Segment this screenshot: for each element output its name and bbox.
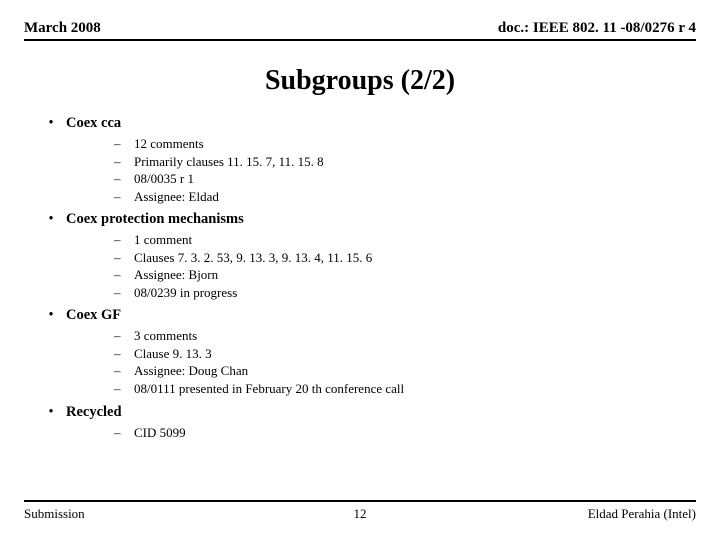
list-item-text: 12 comments: [134, 135, 204, 153]
list-item: –Primarily clauses 11. 15. 7, 11. 15. 8: [114, 153, 672, 171]
slide-footer: Submission 12 Eldad Perahia (Intel): [24, 500, 696, 522]
footer-page-number: 12: [354, 506, 367, 522]
slide-content: • Coex cca –12 comments –Primarily claus…: [0, 115, 720, 441]
list-item: –08/0239 in progress: [114, 284, 672, 302]
list-item: –08/0035 r 1: [114, 170, 672, 188]
dash-icon: –: [114, 424, 134, 442]
dash-icon: –: [114, 380, 134, 398]
list-item: –Clause 9. 13. 3: [114, 345, 672, 363]
slide-title: Subgroups (2/2): [0, 65, 720, 97]
dash-icon: –: [114, 170, 134, 188]
list-item-text: Assignee: Bjorn: [134, 266, 218, 284]
list-item-text: Clause 9. 13. 3: [134, 345, 212, 363]
list-item-text: CID 5099: [134, 424, 186, 442]
footer-left: Submission: [24, 506, 85, 522]
dash-icon: –: [114, 345, 134, 363]
list-item: –08/0111 presented in February 20 th con…: [114, 380, 672, 398]
group-heading: Coex protection mechanisms: [66, 211, 244, 228]
slide-header: March 2008 doc.: IEEE 802. 11 -08/0276 r…: [0, 0, 720, 41]
list-item-text: 08/0239 in progress: [134, 284, 237, 302]
list-item: –Assignee: Bjorn: [114, 266, 672, 284]
group-recycled: • Recycled –CID 5099: [36, 404, 672, 442]
list-item-text: 3 comments: [134, 327, 197, 345]
header-date: March 2008: [24, 20, 101, 37]
list-item-text: 08/0035 r 1: [134, 170, 194, 188]
dash-icon: –: [114, 249, 134, 267]
list-item-text: Primarily clauses 11. 15. 7, 11. 15. 8: [134, 153, 324, 171]
list-item: –Assignee: Eldad: [114, 188, 672, 206]
bullet-icon: •: [36, 307, 66, 324]
list-item-text: Assignee: Eldad: [134, 188, 219, 206]
dash-icon: –: [114, 327, 134, 345]
bullet-icon: •: [36, 404, 66, 421]
dash-icon: –: [114, 135, 134, 153]
list-item: –Assignee: Doug Chan: [114, 362, 672, 380]
list-item: –12 comments: [114, 135, 672, 153]
dash-icon: –: [114, 188, 134, 206]
list-item-text: Assignee: Doug Chan: [134, 362, 248, 380]
footer-author: Eldad Perahia (Intel): [588, 506, 696, 522]
bullet-icon: •: [36, 211, 66, 228]
dash-icon: –: [114, 153, 134, 171]
group-heading: Coex GF: [66, 307, 121, 324]
list-item-text: 1 comment: [134, 231, 192, 249]
list-item: –Clauses 7. 3. 2. 53, 9. 13. 3, 9. 13. 4…: [114, 249, 672, 267]
group-heading: Coex cca: [66, 115, 121, 132]
header-doc-ref: doc.: IEEE 802. 11 -08/0276 r 4: [498, 20, 696, 37]
bullet-icon: •: [36, 115, 66, 132]
dash-icon: –: [114, 266, 134, 284]
list-item-text: Clauses 7. 3. 2. 53, 9. 13. 3, 9. 13. 4,…: [134, 249, 372, 267]
list-item-text: 08/0111 presented in February 20 th conf…: [134, 380, 404, 398]
list-item: –CID 5099: [114, 424, 672, 442]
group-coex-gf: • Coex GF –3 comments –Clause 9. 13. 3 –…: [36, 307, 672, 397]
dash-icon: –: [114, 231, 134, 249]
group-heading: Recycled: [66, 404, 122, 421]
dash-icon: –: [114, 362, 134, 380]
group-coex-cca: • Coex cca –12 comments –Primarily claus…: [36, 115, 672, 205]
list-item: –3 comments: [114, 327, 672, 345]
group-coex-protection: • Coex protection mechanisms –1 comment …: [36, 211, 672, 301]
list-item: –1 comment: [114, 231, 672, 249]
dash-icon: –: [114, 284, 134, 302]
